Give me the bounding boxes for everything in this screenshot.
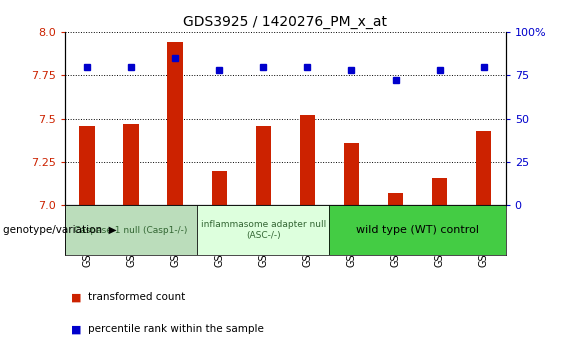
Text: Caspase 1 null (Casp1-/-): Caspase 1 null (Casp1-/-)	[75, 225, 188, 235]
Bar	[388, 193, 403, 205]
Text: transformed count: transformed count	[88, 292, 185, 302]
Text: inflammasome adapter null
(ASC-/-): inflammasome adapter null (ASC-/-)	[201, 221, 326, 240]
Bar	[299, 115, 315, 205]
Text: genotype/variation  ▶: genotype/variation ▶	[3, 225, 116, 235]
Bar	[255, 126, 271, 205]
Bar	[329, 205, 506, 255]
Text: wild type (WT) control: wild type (WT) control	[356, 225, 479, 235]
Text: ■: ■	[71, 324, 81, 334]
Bar	[65, 205, 197, 255]
Bar	[79, 126, 95, 205]
Bar	[476, 131, 492, 205]
Bar	[197, 205, 329, 255]
Bar	[123, 124, 139, 205]
Bar	[344, 143, 359, 205]
Bar	[167, 42, 183, 205]
Text: ■: ■	[71, 292, 81, 302]
Bar	[432, 178, 447, 205]
Title: GDS3925 / 1420276_PM_x_at: GDS3925 / 1420276_PM_x_at	[183, 16, 388, 29]
Text: percentile rank within the sample: percentile rank within the sample	[88, 324, 263, 334]
Bar	[211, 171, 227, 205]
